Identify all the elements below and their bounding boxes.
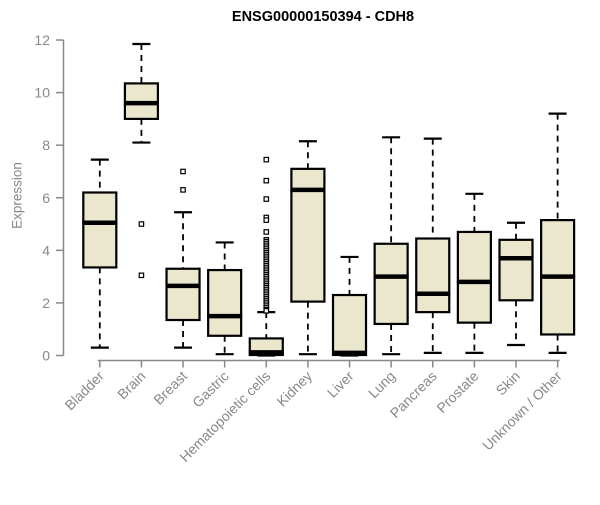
outlier-point (138, 221, 145, 227)
y-tick-label: 12 (34, 32, 50, 48)
outlier-point (263, 156, 270, 163)
iqr-box (331, 293, 368, 357)
y-axis-title: Expression (9, 162, 25, 229)
y-tick-label: 4 (42, 242, 50, 258)
iqr-box (415, 237, 451, 314)
box-group (290, 140, 326, 356)
x-tick-label: Breast (150, 368, 190, 408)
y-tick-label: 8 (42, 137, 50, 153)
box-group (540, 112, 576, 354)
outlier-point (263, 217, 270, 223)
outlier-point (263, 308, 270, 314)
box-group (207, 241, 243, 356)
iqr-box (498, 238, 534, 302)
x-tick-label: Brain (114, 368, 148, 402)
outlier-point (180, 187, 186, 193)
x-tick-label: Prostate (433, 368, 481, 416)
outlier-point (263, 229, 270, 235)
box-group (82, 158, 118, 349)
box-group (415, 137, 451, 354)
y-tick-label: 2 (42, 295, 50, 311)
iqr-box (456, 230, 492, 324)
box-group (456, 192, 492, 354)
y-tick-label: 0 (42, 348, 50, 364)
iqr-box (373, 242, 409, 326)
x-tick-label: Unknown / Other (479, 368, 565, 454)
x-tick-label: Lung (365, 368, 398, 401)
box-group (123, 42, 160, 279)
y-tick-label: 6 (42, 190, 50, 206)
iqr-box (82, 191, 118, 269)
box-group (331, 255, 368, 357)
outlier-point (263, 196, 270, 202)
x-tick-label: Kidney (273, 368, 315, 410)
outlier-point (263, 177, 270, 184)
box-group (373, 136, 409, 356)
box-group (248, 156, 284, 357)
iqr-box (207, 268, 243, 337)
iqr-box (165, 267, 201, 322)
outlier-point (138, 272, 145, 279)
x-tick-label: Skin (493, 368, 524, 399)
outlier-point (180, 168, 186, 175)
y-tick-label: 10 (34, 85, 50, 101)
chart-title: ENSG00000150394 - CDH8 (231, 9, 415, 25)
x-tick-label: Liver (324, 368, 357, 401)
x-tick-label: Bladder (61, 368, 107, 414)
box-group (165, 168, 201, 349)
box-group (498, 221, 534, 347)
